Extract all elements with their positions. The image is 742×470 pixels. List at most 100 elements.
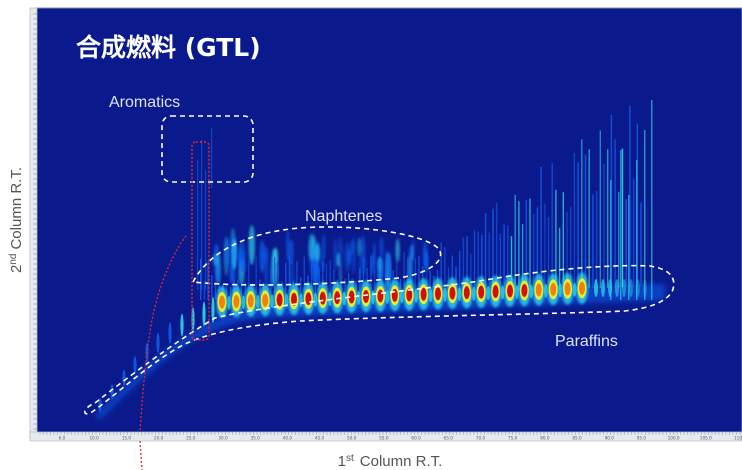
paraffin-minor-peak — [385, 289, 390, 304]
tail-peak — [622, 279, 626, 297]
signal-spike — [440, 242, 442, 293]
paraffin-peak-core — [391, 288, 398, 302]
paraffins-label: Paraffins — [555, 333, 618, 350]
naphtene-blob — [395, 238, 400, 263]
signal-spike — [507, 225, 509, 291]
signal-spike — [588, 149, 590, 289]
signal-spike — [614, 139, 616, 288]
x-axis-bar — [29, 431, 742, 442]
aromatic-streak — [205, 170, 207, 290]
paraffin-minor-peak — [515, 285, 519, 299]
signal-spike — [618, 191, 620, 288]
paraffin-minor-peak — [457, 287, 462, 302]
chart-title: 合成燃料 (GTL) — [76, 33, 261, 62]
signal-spike — [607, 149, 609, 288]
paraffin-peak-core — [377, 289, 384, 303]
naphtene-blob — [232, 247, 237, 264]
signal-spike — [285, 262, 287, 298]
paraffin-minor-peak — [486, 286, 491, 301]
signal-spike — [570, 206, 572, 289]
y-axis-title: 2ndColumn R.T. — [8, 167, 26, 273]
paraffin-minor-peak — [472, 286, 476, 301]
signal-spike — [344, 278, 346, 296]
paraffin-minor-peak — [443, 287, 447, 302]
signal-spike — [203, 281, 206, 300]
naphtene-blob — [321, 233, 326, 260]
signal-spike — [299, 277, 302, 298]
paraffin-peak-core — [334, 291, 341, 305]
x-tick-label: 90.0 — [605, 436, 615, 441]
signal-spike — [429, 270, 431, 294]
signal-spike — [462, 237, 465, 293]
aromatic-streak — [201, 140, 203, 290]
tail-peak — [643, 279, 647, 297]
aromatics-label: Aromatics — [109, 94, 180, 111]
signal-spike — [536, 207, 539, 290]
tail-peak — [608, 279, 612, 297]
x-tick-label: 45.0 — [315, 436, 325, 441]
signal-spike — [218, 269, 220, 300]
paraffin-peak-core — [492, 285, 499, 299]
paraffin-peak-core — [276, 293, 283, 307]
x-tick-label: 10.0 — [90, 436, 100, 441]
signal-spike — [529, 198, 531, 291]
paraffin-peak-core — [463, 286, 470, 300]
paraffin-peak-core — [406, 288, 413, 302]
early-peak — [110, 384, 114, 400]
signal-spike — [610, 180, 612, 300]
signal-spike — [573, 152, 576, 289]
early-peak — [211, 297, 215, 323]
paraffin-minor-peak — [414, 288, 419, 303]
signal-spike — [200, 259, 202, 300]
x-tick-label: 55.0 — [379, 436, 389, 441]
signal-spike — [466, 236, 468, 293]
naphtene-blob — [333, 238, 338, 272]
early-peak — [133, 356, 137, 374]
signal-spike — [385, 271, 387, 295]
paraffin-minor-peak — [270, 294, 275, 309]
x-tick-label: 110 — [734, 436, 742, 441]
x-tick-label: 40.0 — [283, 436, 293, 441]
paraffin-peak-core — [535, 283, 542, 297]
signal-spike — [558, 227, 561, 290]
paraffin-peak-core — [247, 294, 254, 308]
signal-spike — [577, 162, 579, 289]
naphtene-blob — [357, 238, 363, 257]
naphtene-blob — [314, 242, 321, 263]
signal-spike — [410, 254, 413, 294]
paraffin-peak-core — [420, 287, 427, 301]
signal-spike — [444, 246, 446, 293]
paraffin-minor-peak — [299, 293, 303, 308]
paraffin-peak-core — [363, 290, 369, 303]
signal-spike — [455, 266, 457, 293]
tail-peak — [615, 279, 619, 297]
paraffin-peak-core — [564, 282, 571, 296]
x-tick-label: 15.0 — [122, 436, 132, 441]
paraffin-peak-core — [507, 284, 513, 298]
signal-spike — [599, 130, 601, 289]
x-tick-label: 35.0 — [250, 436, 260, 441]
signal-spike — [473, 230, 476, 292]
paraffin-minor-peak — [544, 283, 548, 298]
signal-spike — [544, 203, 546, 290]
aromatics-region-outline — [161, 115, 254, 183]
signal-spike — [481, 234, 483, 292]
signal-spike — [373, 268, 376, 295]
signal-spike — [510, 236, 513, 291]
signal-spike — [362, 257, 365, 296]
signal-spike — [207, 260, 209, 300]
paraffin-minor-peak — [342, 291, 347, 306]
signal-spike — [499, 233, 502, 292]
signal-spike — [318, 267, 320, 297]
signal-spike — [214, 282, 217, 300]
naphtenes-cloud — [95, 225, 665, 420]
naphtene-blob — [379, 237, 384, 257]
paraffin-peak-core — [449, 286, 456, 300]
signal-spike — [551, 163, 553, 290]
paraffin-minor-peak — [558, 283, 562, 298]
paraffin-minor-peak — [371, 290, 375, 305]
paraffin-peak-core — [305, 292, 312, 306]
x-tick-label: 50.0 — [347, 436, 357, 441]
signal-spike — [566, 212, 568, 290]
paraffin-peak-core — [291, 292, 297, 306]
